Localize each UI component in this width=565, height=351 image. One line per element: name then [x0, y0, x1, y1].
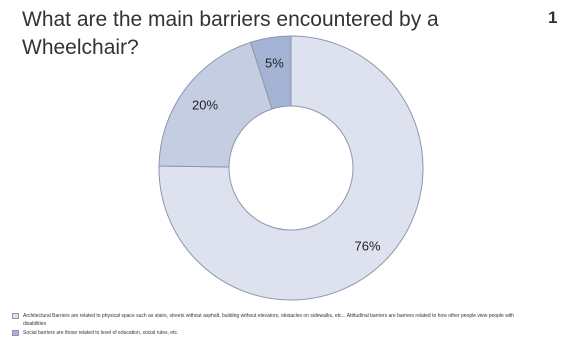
legend-swatch — [12, 330, 19, 336]
slice-label: 5% — [265, 55, 284, 70]
slice-label: 76% — [354, 239, 380, 254]
donut-labels: 76% 20% 5% — [192, 55, 381, 253]
donut-slices — [158, 35, 424, 301]
legend-entry: Architectural Barriers are related to ph… — [12, 312, 532, 328]
page-number: 1 — [548, 8, 558, 27]
donut-slice — [158, 35, 424, 301]
chart-title: What are the main barriers encountered b… — [22, 8, 439, 59]
legend-entry: Social barriers are those related to lev… — [12, 329, 532, 337]
slice-label: 20% — [192, 97, 218, 112]
donut-slice — [158, 41, 273, 168]
donut-slice — [249, 35, 292, 110]
legend-text: Social barriers are those related to lev… — [23, 330, 179, 336]
legend-swatch — [12, 313, 19, 319]
legend: Architectural Barriers are related to ph… — [12, 312, 532, 338]
legend-text: Architectural Barriers are related to ph… — [23, 313, 515, 327]
